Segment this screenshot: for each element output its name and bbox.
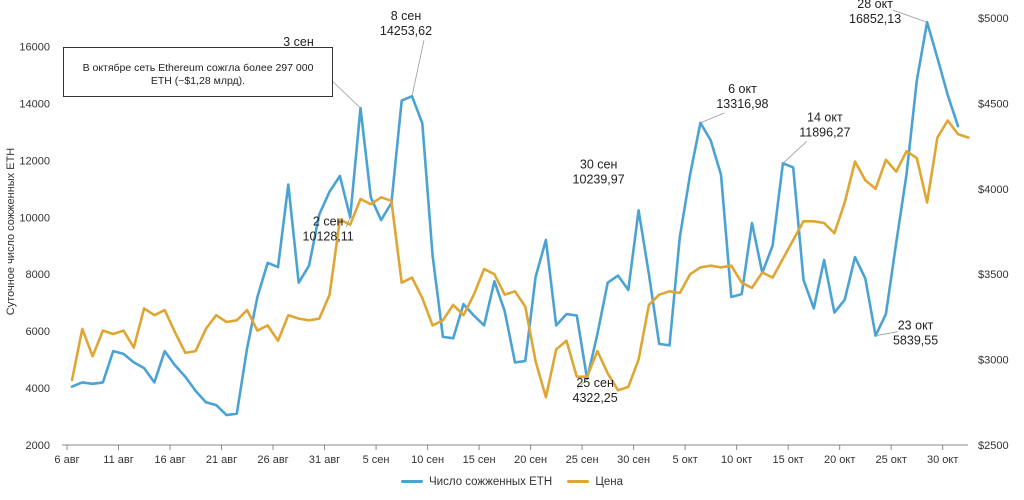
legend-item-burned[interactable]: Число сожженных ETH <box>401 476 552 488</box>
x-tick-label: 25 сен <box>566 454 599 466</box>
y2-tick-label: $2500 <box>978 440 1009 452</box>
note-text: В октябре сеть Ethereum сожгла более 297… <box>82 62 314 87</box>
x-tick-label: 30 окт <box>927 454 958 466</box>
y-tick-label: 14000 <box>19 98 50 110</box>
y-axis-left: 2000 4000 6000 8000 10000 12000 14000 16000 <box>19 41 50 452</box>
x-tick-label: 15 сен <box>463 454 496 466</box>
annotation-value: 10239,97 <box>573 172 625 186</box>
y2-tick-label: $5000 <box>978 13 1009 25</box>
x-tick-label: 15 окт <box>772 454 803 466</box>
y-tick-label: 2000 <box>26 440 50 452</box>
annotation-date: 14 окт <box>807 110 843 124</box>
series-group <box>70 20 970 417</box>
annotation-value: 10128,11 <box>303 229 354 243</box>
annotation-date: 30 сен <box>580 157 618 171</box>
x-tick-label: 25 окт <box>875 454 906 466</box>
note-box: В октябре сеть Ethereum сожгла более 297… <box>63 47 333 97</box>
annotation-date: 23 окт <box>898 319 934 333</box>
x-tick-label: 16 авг <box>154 454 185 466</box>
x-tick-label: 20 окт <box>824 454 855 466</box>
annotation-leader <box>782 140 808 164</box>
series-line-burned <box>70 20 960 417</box>
y-axis-title: Суточное число сожженных ETH <box>5 148 17 316</box>
annotation-date: 2 сен <box>313 214 344 228</box>
legend: Число сожженных ETH Цена <box>0 474 1024 488</box>
y2-tick-label: $4500 <box>978 98 1009 110</box>
legend-swatch-burned <box>401 480 424 483</box>
x-tick-label: 20 сен <box>514 454 547 466</box>
y-tick-label: 8000 <box>26 269 50 281</box>
y2-tick-label: $3500 <box>978 269 1009 281</box>
annotation-date: 28 окт <box>857 0 893 11</box>
x-tick-label: 30 сен <box>617 454 650 466</box>
annotation-date: 8 сен <box>391 9 422 23</box>
y-tick-label: 6000 <box>26 326 50 338</box>
x-tick-label: 10 окт <box>721 454 752 466</box>
annotation-leader <box>345 217 351 228</box>
x-tick-label: 5 окт <box>673 454 698 466</box>
annotation-leader <box>892 9 928 23</box>
x-tick-label: 26 авг <box>257 454 288 466</box>
legend-label-burned: Число сожженных ETH <box>429 475 553 488</box>
legend-swatch-price <box>567 480 590 483</box>
annotation-leader <box>875 331 898 337</box>
annotation-date: 25 сен <box>576 376 614 390</box>
annotation-value: 13316,98 <box>716 97 768 111</box>
annotation-leader <box>411 40 425 97</box>
y2-tick-label: $4000 <box>978 184 1009 196</box>
x-tick-label: 10 сен <box>411 454 444 466</box>
annotation-value: 14253,62 <box>380 24 432 38</box>
y-tick-label: 16000 <box>19 41 50 53</box>
x-tick-label: 31 авг <box>309 454 340 466</box>
legend-label-price: Цена <box>595 475 623 488</box>
annotation-leader <box>576 378 588 390</box>
x-tick-label: 21 авг <box>206 454 237 466</box>
annotation-value: 16852,13 <box>849 12 901 26</box>
y-tick-label: 12000 <box>19 155 50 167</box>
annotation-value: 11896,27 <box>799 125 850 139</box>
x-axis: 6 авг 11 авг 16 авг 21 авг 26 авг 31 авг 5 сен… <box>54 445 958 466</box>
x-tick-label: 6 авг <box>54 454 79 466</box>
y-tick-label: 4000 <box>26 383 50 395</box>
y-axis-right: $2500 $3000 $3500 $4000 $4500 $5000 <box>978 13 1009 452</box>
annotation-value: 5839,55 <box>893 334 938 348</box>
annotation-value: 4322,25 <box>573 391 618 405</box>
series-line-price <box>70 119 970 399</box>
y-tick-label: 10000 <box>19 212 50 224</box>
y2-tick-label: $3000 <box>978 355 1009 367</box>
annotation-leader <box>700 112 725 124</box>
x-tick-label: 11 авг <box>103 454 133 466</box>
legend-item-price[interactable]: Цена <box>567 476 623 488</box>
x-tick-label: 5 сен <box>363 454 390 466</box>
annotation-date: 3 сен <box>283 35 314 49</box>
annotation-date: 6 окт <box>728 82 757 96</box>
